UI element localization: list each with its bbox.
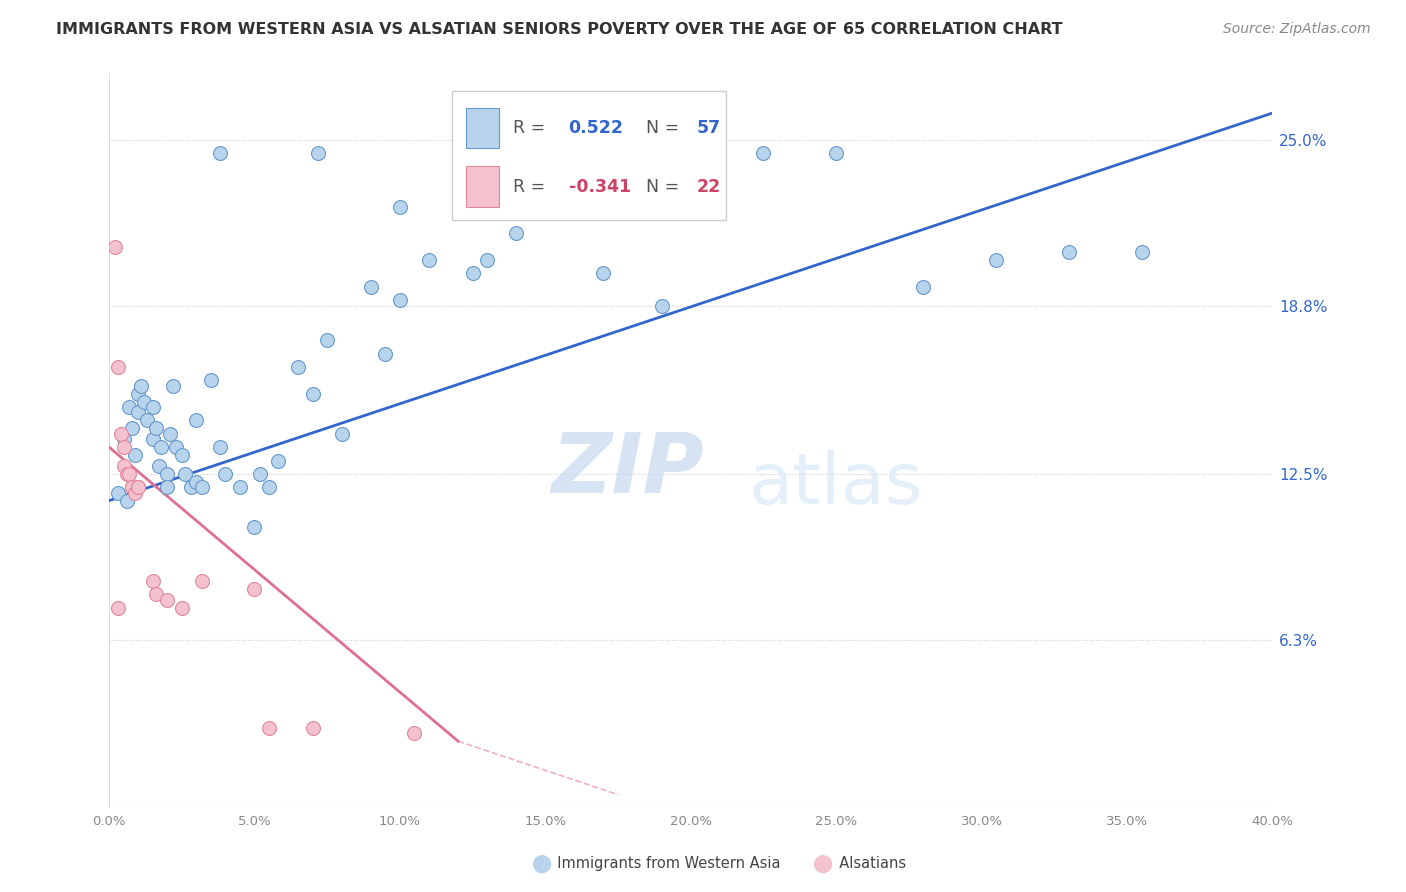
Point bbox=[121, 480, 143, 494]
Point bbox=[388, 200, 411, 214]
Point bbox=[374, 346, 396, 360]
FancyBboxPatch shape bbox=[453, 91, 725, 220]
Point bbox=[651, 299, 673, 313]
Point bbox=[308, 146, 330, 161]
Point bbox=[186, 413, 208, 427]
Point bbox=[150, 440, 173, 454]
Point bbox=[301, 721, 323, 735]
Point bbox=[129, 378, 152, 392]
Text: N =: N = bbox=[636, 178, 685, 195]
Text: Immigrants from Western Asia: Immigrants from Western Asia bbox=[548, 856, 780, 871]
Point bbox=[180, 480, 202, 494]
Point bbox=[127, 405, 149, 419]
FancyBboxPatch shape bbox=[467, 166, 499, 207]
Point bbox=[249, 467, 271, 481]
Point bbox=[162, 378, 184, 392]
Point bbox=[142, 574, 165, 588]
Point bbox=[1130, 245, 1153, 260]
Point bbox=[825, 146, 848, 161]
Point bbox=[115, 493, 138, 508]
Point bbox=[752, 146, 775, 161]
Point bbox=[142, 432, 165, 446]
Point bbox=[208, 146, 231, 161]
Point bbox=[159, 426, 181, 441]
Point bbox=[170, 448, 193, 462]
Point bbox=[287, 359, 309, 374]
Text: R =: R = bbox=[513, 119, 551, 136]
Point bbox=[165, 440, 187, 454]
Point bbox=[112, 432, 135, 446]
Point bbox=[156, 592, 179, 607]
Point bbox=[186, 475, 208, 489]
Point bbox=[121, 480, 143, 494]
Text: ⬤: ⬤ bbox=[813, 855, 832, 872]
Point bbox=[118, 400, 141, 414]
Point bbox=[418, 253, 440, 268]
Point bbox=[107, 600, 129, 615]
Point bbox=[360, 280, 382, 294]
Point bbox=[148, 458, 170, 473]
Point bbox=[330, 426, 353, 441]
Point bbox=[121, 421, 143, 435]
Point bbox=[200, 373, 222, 387]
Point bbox=[505, 227, 527, 241]
Point bbox=[316, 333, 339, 347]
FancyBboxPatch shape bbox=[467, 108, 499, 148]
Point bbox=[267, 453, 290, 467]
Point bbox=[156, 480, 179, 494]
Point bbox=[135, 413, 157, 427]
Point bbox=[1057, 245, 1080, 260]
Point bbox=[301, 386, 323, 401]
Point bbox=[214, 467, 236, 481]
Text: Alsatians: Alsatians bbox=[830, 856, 905, 871]
Point bbox=[257, 721, 280, 735]
Point bbox=[912, 280, 935, 294]
Point bbox=[257, 480, 280, 494]
Point bbox=[110, 426, 132, 441]
Point bbox=[124, 448, 146, 462]
Point bbox=[191, 574, 214, 588]
Point bbox=[208, 440, 231, 454]
Text: IMMIGRANTS FROM WESTERN ASIA VS ALSATIAN SENIORS POVERTY OVER THE AGE OF 65 CORR: IMMIGRANTS FROM WESTERN ASIA VS ALSATIAN… bbox=[56, 22, 1063, 37]
Point bbox=[984, 253, 1007, 268]
Point bbox=[132, 394, 155, 409]
Point bbox=[127, 480, 149, 494]
Text: ZIP: ZIP bbox=[551, 429, 704, 510]
Point bbox=[461, 267, 484, 281]
Text: N =: N = bbox=[636, 119, 685, 136]
Point bbox=[475, 253, 498, 268]
Point bbox=[124, 485, 146, 500]
Point bbox=[142, 400, 165, 414]
Point bbox=[243, 582, 266, 596]
Point bbox=[173, 467, 195, 481]
Point bbox=[388, 293, 411, 308]
Text: atlas: atlas bbox=[749, 450, 924, 519]
Point bbox=[112, 440, 135, 454]
Point bbox=[191, 480, 214, 494]
Point bbox=[145, 421, 167, 435]
Point bbox=[104, 240, 127, 254]
Point bbox=[170, 600, 193, 615]
Point bbox=[127, 480, 149, 494]
Point bbox=[404, 726, 426, 740]
Point bbox=[115, 467, 138, 481]
Point bbox=[243, 520, 266, 534]
Text: R =: R = bbox=[513, 178, 551, 195]
Point bbox=[156, 467, 179, 481]
Text: ⬤: ⬤ bbox=[531, 855, 551, 872]
Text: Source: ZipAtlas.com: Source: ZipAtlas.com bbox=[1223, 22, 1371, 37]
Text: 0.522: 0.522 bbox=[568, 119, 624, 136]
Point bbox=[107, 359, 129, 374]
Text: 22: 22 bbox=[696, 178, 721, 195]
Point bbox=[229, 480, 252, 494]
Point bbox=[112, 458, 135, 473]
Point bbox=[107, 485, 129, 500]
Point bbox=[118, 467, 141, 481]
Point bbox=[592, 267, 614, 281]
Text: -0.341: -0.341 bbox=[568, 178, 631, 195]
Point bbox=[127, 386, 149, 401]
Text: 57: 57 bbox=[696, 119, 721, 136]
Point bbox=[145, 587, 167, 601]
